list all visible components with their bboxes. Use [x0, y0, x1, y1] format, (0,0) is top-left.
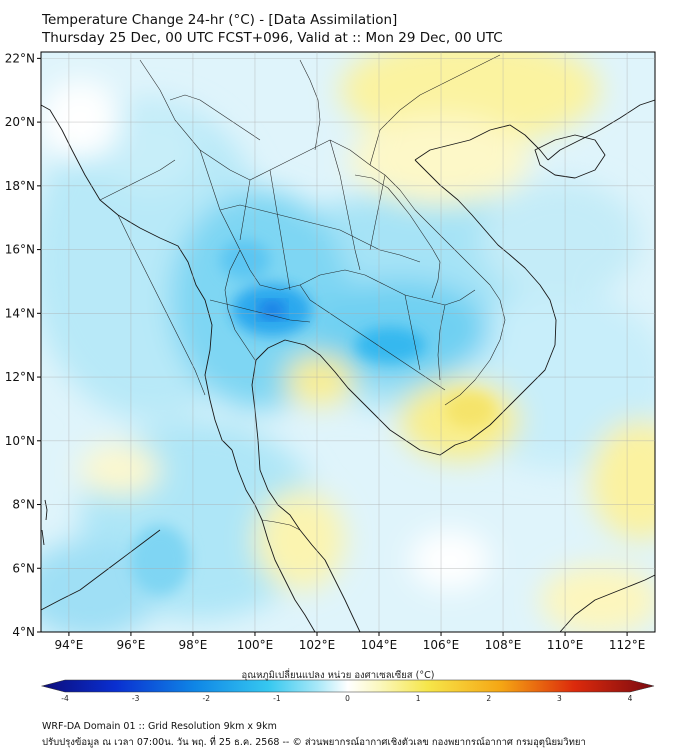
map-subtitle: Thursday 25 Dec, 00 UTC FCST+096, Valid … — [42, 30, 503, 46]
lat-tick-label: 8°N — [12, 498, 35, 512]
lat-tick-label: 14°N — [5, 306, 35, 320]
latitude-grid — [41, 58, 655, 569]
longitude-grid — [68, 52, 628, 632]
lon-tick-label: 110°E — [547, 638, 584, 652]
temperature-field — [41, 52, 655, 632]
colorbar: -4 -3 -2 -1 0 1 2 3 4 — [40, 679, 655, 703]
colorbar-tick-label: -1 — [273, 694, 281, 703]
colorbar-tick-label: 4 — [628, 694, 633, 703]
lon-tick-label: 98°E — [179, 638, 208, 652]
lon-tick-label: 100°E — [237, 638, 274, 652]
lon-tick-label: 96°E — [116, 638, 145, 652]
lon-tick-label: 108°E — [485, 638, 522, 652]
lon-tick-label: 112°E — [609, 638, 646, 652]
colorbar-tick-label: 3 — [557, 694, 562, 703]
colorbar-tick-label: 0 — [345, 694, 350, 703]
colorbar-ticks: -4 -3 -2 -1 0 1 2 3 4 — [61, 694, 632, 703]
update-credit: ปรับปรุงข้อมูล ณ เวลา 07:00น. วัน พฤ. ที… — [42, 737, 586, 748]
latitude-labels: 22°N 20°N 18°N 16°N 14°N 12°N 10°N 8°N 6°N 4°N — [5, 51, 41, 639]
longitude-labels: 94°E 96°E 98°E 100°E 102°E 104°E 106°E 108°E 110… — [54, 632, 645, 652]
colorbar-tick-label: 2 — [486, 694, 491, 703]
lat-tick-label: 16°N — [5, 243, 35, 257]
lat-tick-label: 18°N — [5, 179, 35, 193]
map-title: Temperature Change 24-hr (°C) - [Data As… — [42, 12, 398, 28]
colorbar-tick-label: -3 — [132, 694, 140, 703]
model-info: WRF-DA Domain 01 :: Grid Resolution 9km … — [42, 721, 277, 732]
lon-tick-label: 94°E — [54, 638, 83, 652]
lon-tick-label: 106°E — [423, 638, 460, 652]
colorbar-tick-label: -4 — [61, 694, 69, 703]
lat-tick-label: 4°N — [12, 625, 35, 639]
lat-tick-label: 12°N — [5, 370, 35, 384]
lat-tick-label: 10°N — [5, 434, 35, 448]
colorbar-title: อุณหภูมิเปลี่ยนแปลง หน่วย องศาเซลเซียส (… — [241, 670, 435, 681]
lon-tick-label: 102°E — [299, 638, 336, 652]
colorbar-tick-label: -2 — [203, 694, 211, 703]
colorbar-tick-label: 1 — [416, 694, 421, 703]
lat-tick-label: 22°N — [5, 51, 35, 65]
lat-tick-label: 6°N — [12, 561, 35, 575]
lon-tick-label: 104°E — [361, 638, 398, 652]
lat-tick-label: 20°N — [5, 115, 35, 129]
